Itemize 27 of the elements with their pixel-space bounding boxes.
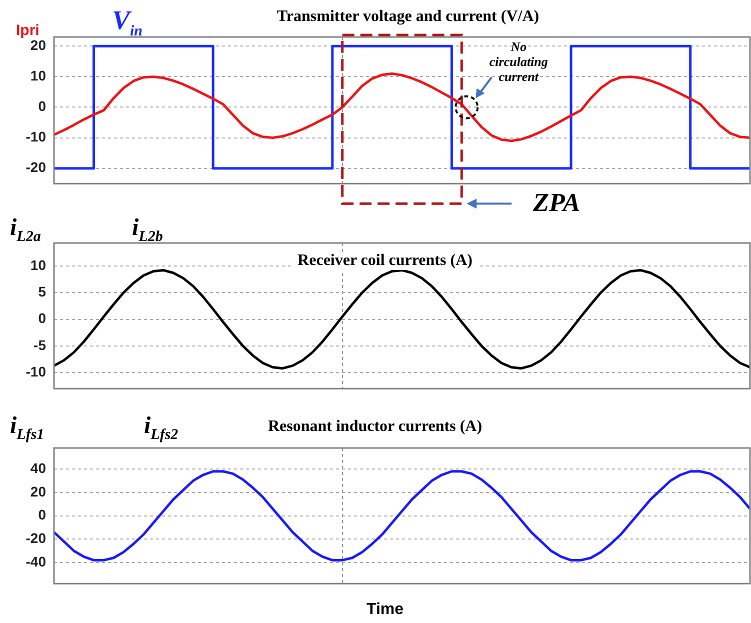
chart-title: Resonant inductor currents (A) bbox=[262, 418, 488, 436]
y-tick-label: -20 bbox=[26, 159, 46, 176]
y-tick-label: -20 bbox=[26, 530, 46, 546]
chart-title: Transmitter voltage and current (V/A) bbox=[270, 8, 546, 26]
y-tick-label: 5 bbox=[38, 283, 46, 300]
x-axis-title: Time bbox=[366, 601, 404, 619]
y-tick-label: 0 bbox=[38, 98, 46, 114]
y-tick-label: -10 bbox=[26, 363, 46, 380]
y-tick-label: 20 bbox=[30, 483, 46, 500]
y-tick-label: -40 bbox=[26, 553, 46, 570]
text: ZPA bbox=[532, 188, 582, 218]
y-tick-label: -10 bbox=[26, 128, 46, 145]
text: Receiver coil currents (A) bbox=[292, 252, 478, 270]
y-tick-label: -5 bbox=[34, 336, 46, 353]
text: i$_{Lfs1}$ bbox=[10, 413, 44, 444]
y-tick-label: 0 bbox=[38, 310, 46, 326]
y-tick-label: 10 bbox=[30, 256, 46, 273]
series-label: V$_{in}$ bbox=[112, 5, 143, 40]
annotation: i$_{L2b}$ bbox=[132, 215, 163, 246]
y-tick-label: 0 bbox=[38, 506, 46, 523]
text: i$_{Lfs2}$ bbox=[144, 413, 178, 444]
y-tick-label: 10 bbox=[30, 68, 46, 84]
text: Ipri bbox=[16, 22, 40, 39]
y-tick-label: 40 bbox=[30, 460, 46, 476]
text: i$_{L2a}$ bbox=[10, 215, 41, 246]
y-tick-label: 20 bbox=[30, 37, 46, 54]
annotation: No circulating current bbox=[488, 39, 549, 85]
